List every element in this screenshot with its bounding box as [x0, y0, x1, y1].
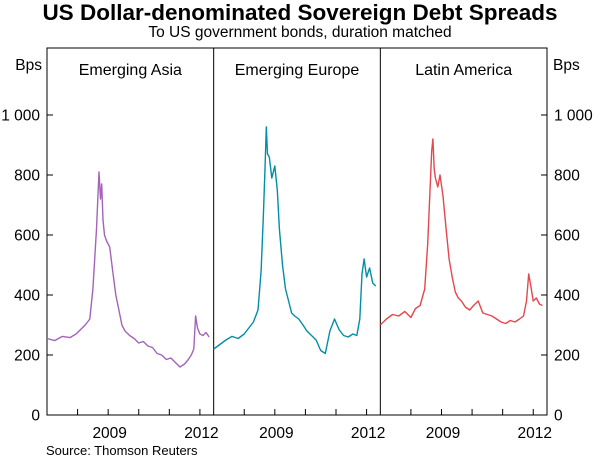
- source-note: Source: Thomson Reuters: [46, 443, 198, 458]
- y-tick-label-right: 200: [554, 348, 580, 365]
- panel-title: Emerging Asia: [79, 62, 182, 79]
- x-tick-label: 2012: [351, 425, 385, 442]
- y-tick-label-left: 0: [31, 408, 40, 425]
- series-line: [213, 126, 377, 355]
- y-tick-label-right: 800: [554, 168, 580, 185]
- y-tick-label-left: 800: [14, 168, 40, 185]
- x-tick-label: 2009: [92, 425, 126, 442]
- plot-frame: [46, 47, 548, 416]
- x-tick-label: 2012: [184, 425, 218, 442]
- y-tick-label-left: 1 000: [1, 108, 40, 125]
- chart-title: US Dollar-denominated Sovereign Debt Spr…: [42, 0, 558, 25]
- series-lines: [46, 126, 543, 368]
- panel-title: Emerging Europe: [235, 62, 360, 79]
- y-tick-label-left: 400: [14, 288, 40, 305]
- y-unit-left: Bps: [15, 57, 42, 74]
- y-tick-label-right: 0: [554, 408, 563, 425]
- y-tick-label-left: 200: [14, 348, 40, 365]
- x-tick-label: 2009: [259, 425, 293, 442]
- x-tick-label: 2012: [518, 425, 552, 442]
- y-tick-label-left: 600: [14, 228, 40, 245]
- panel-title: Latin America: [415, 62, 512, 79]
- chart-labels: 0 0 200 200 400 400 600 600 800 800 1 000 1 000 Bps B…: [1, 57, 593, 442]
- x-tick-label: 2009: [426, 425, 460, 442]
- y-unit-right: Bps: [553, 57, 580, 74]
- y-tick-label-right: 1 000: [554, 108, 593, 125]
- y-tick-label-right: 600: [554, 228, 580, 245]
- series-line: [46, 171, 210, 368]
- y-tick-label-right: 400: [554, 288, 580, 305]
- chart-subtitle: To US government bonds, duration matched: [148, 24, 452, 41]
- series-line: [379, 138, 543, 326]
- plot-border: [46, 47, 548, 416]
